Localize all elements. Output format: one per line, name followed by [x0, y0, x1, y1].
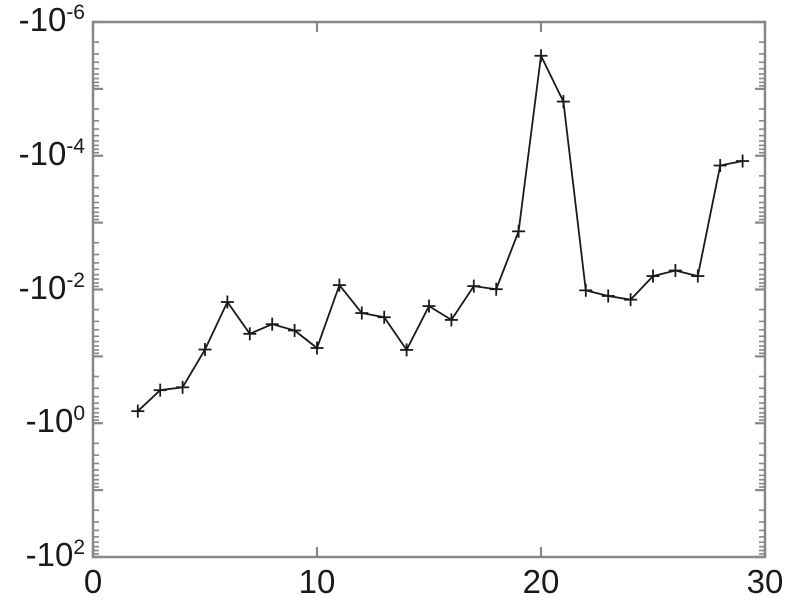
- y-tick-exponent: -4: [66, 134, 85, 158]
- data-point: [668, 264, 682, 278]
- y-tick-label: -102: [26, 537, 85, 571]
- data-line: [137, 54, 743, 412]
- y-tick-mantissa: -10: [18, 134, 67, 172]
- data-point: [556, 95, 570, 109]
- y-tick-mantissa: -10: [18, 1, 67, 38]
- data-point: [691, 269, 705, 283]
- data-point: [444, 313, 458, 327]
- y-tick-mantissa: -10: [18, 268, 67, 306]
- y-tick-exponent: 2: [73, 536, 85, 559]
- x-tick-label: 10: [298, 563, 336, 600]
- data-markers: [131, 49, 750, 418]
- y-tick-label: -10-4: [19, 136, 85, 170]
- data-point: [489, 282, 503, 296]
- data-point: [467, 279, 481, 293]
- data-point: [736, 154, 750, 168]
- data-point: [310, 341, 324, 355]
- data-point: [713, 159, 727, 173]
- x-tick-label: 0: [83, 563, 103, 600]
- data-point: [534, 49, 548, 63]
- y-tick-mantissa: -10: [25, 402, 74, 440]
- data-point: [400, 343, 414, 357]
- y-tick-mantissa: -10: [25, 536, 74, 573]
- y-tick-label: -10-6: [19, 2, 85, 36]
- data-point: [153, 383, 167, 397]
- data-point: [512, 224, 526, 238]
- data-point: [288, 323, 302, 337]
- data-point: [601, 289, 615, 303]
- data-point: [624, 293, 638, 307]
- data-point: [176, 380, 190, 394]
- y-tick-exponent: 0: [73, 402, 85, 426]
- y-tick-exponent: -2: [66, 268, 85, 292]
- y-tick-exponent: -6: [66, 1, 85, 24]
- data-point: [220, 295, 234, 309]
- data-point: [422, 299, 436, 313]
- data-point: [355, 306, 369, 320]
- data-point: [131, 404, 145, 418]
- x-tick-label: 20: [522, 563, 560, 600]
- y-tick-label: -10-2: [19, 270, 85, 304]
- data-point: [265, 317, 279, 331]
- data-point: [243, 327, 257, 341]
- data-point: [332, 278, 346, 292]
- data-point: [198, 343, 212, 357]
- data-point: [377, 310, 391, 324]
- data-point: [579, 283, 593, 297]
- data-point: [646, 269, 660, 283]
- y-tick-label: -100: [26, 403, 85, 437]
- x-tick-label: 30: [746, 563, 784, 600]
- plot-frame: [91, 20, 767, 559]
